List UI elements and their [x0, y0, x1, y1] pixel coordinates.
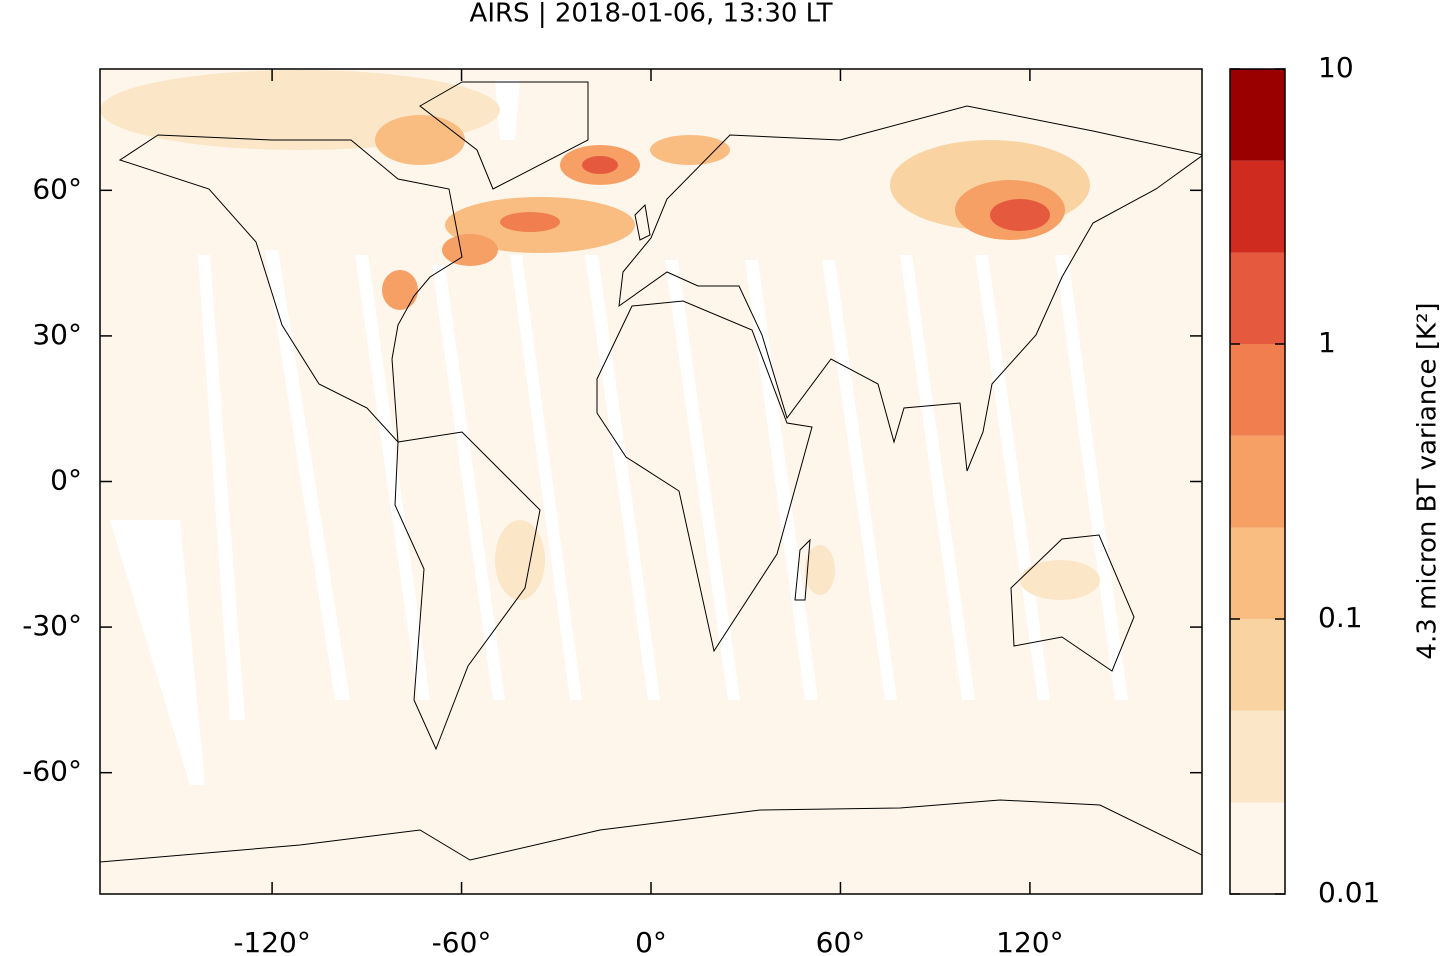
x-tick-label: -120°	[233, 926, 311, 956]
colorbar-band	[1230, 435, 1285, 528]
y-tick-label: -30°	[22, 609, 82, 642]
y-tick-label: -60°	[22, 755, 82, 788]
colorbar-band	[1230, 69, 1285, 161]
chart-title: AIRS | 2018-01-06, 13:30 LT	[470, 0, 833, 29]
x-tick-label: 0°	[635, 926, 667, 956]
colorbar-band	[1230, 802, 1285, 894]
coastlines	[100, 81, 1202, 863]
x-tick-label: -60°	[432, 926, 492, 956]
x-tick-label: 120°	[996, 926, 1063, 956]
colorbar-tick-label: 1	[1318, 326, 1336, 359]
x-tick-label: 60°	[816, 926, 866, 956]
colorbar-band	[1230, 252, 1285, 344]
y-tick-label: 30°	[32, 318, 82, 351]
colorbar-band	[1230, 160, 1285, 253]
colorbar-frame	[1229, 68, 1286, 895]
colorbar-band	[1230, 619, 1285, 711]
variance-patches	[100, 70, 1100, 600]
map-area	[100, 69, 1202, 894]
colorbar-band	[1230, 527, 1285, 619]
colorbar-tick-label: 0.01	[1318, 876, 1380, 909]
y-tick-label: 60°	[32, 172, 82, 205]
colorbar-band	[1230, 710, 1285, 803]
colorbar-tick-label: 10	[1318, 51, 1354, 84]
swath-gaps	[110, 80, 1128, 785]
y-tick-label: 0°	[50, 464, 82, 497]
colorbar-label: 4.3 micron BT variance [K²]	[1413, 302, 1442, 659]
colorbar-band	[1230, 344, 1285, 436]
colorbar-tick-label: 0.1	[1318, 601, 1363, 634]
